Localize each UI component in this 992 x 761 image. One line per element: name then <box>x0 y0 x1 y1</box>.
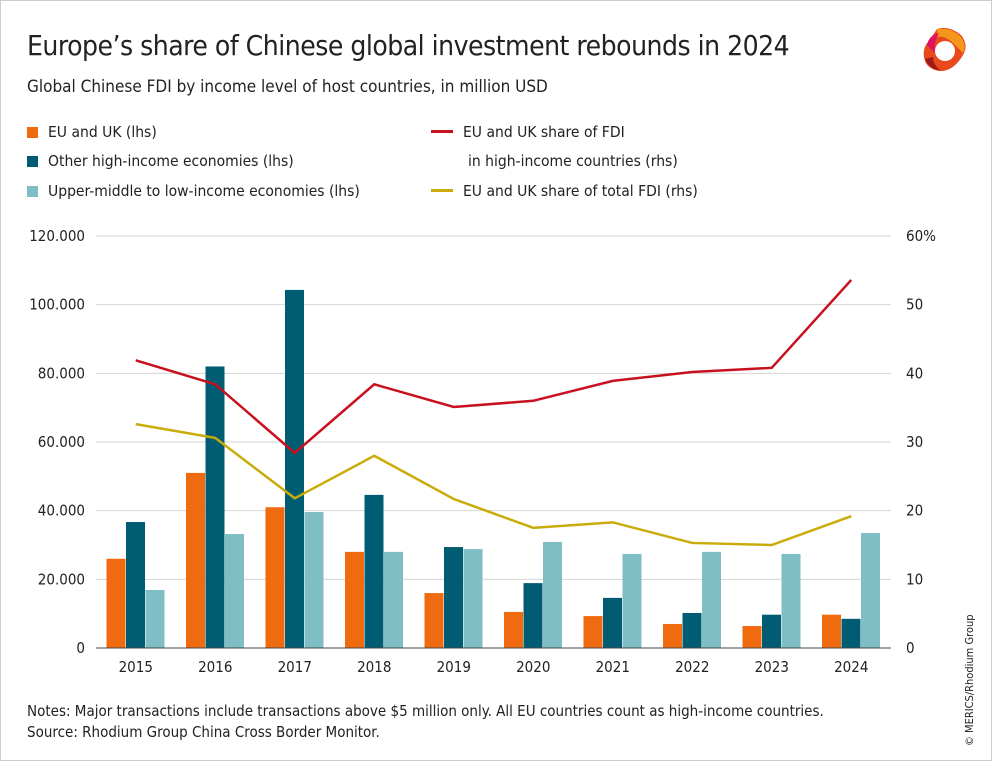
bar-eu-and-uk-lhs--2023 <box>742 626 762 648</box>
bar-upper-middle-to-low-income-economies-lhs--2015 <box>145 589 165 648</box>
bar-other-high-income-economies-lhs--2016 <box>205 366 225 648</box>
line-series-eu-and-uk-share-of-fdi <box>135 279 853 455</box>
bar-other-high-income-economies-lhs--2021 <box>603 597 622 648</box>
legend-item-share-total: EU and UK share of total FDI (rhs) <box>431 182 698 200</box>
y-right-tick-label: 10 <box>906 570 923 588</box>
x-tick-label: 2021 <box>596 658 630 676</box>
bar-eu-and-uk-lhs--2020 <box>504 611 523 648</box>
x-tick-label: 2022 <box>675 658 709 676</box>
bar-eu-and-uk-lhs--2015 <box>106 558 126 648</box>
chart-subtitle: Global Chinese FDI by income level of ho… <box>27 77 548 97</box>
bar-upper-middle-to-low-income-economies-lhs--2020 <box>543 541 562 648</box>
bar-eu-and-uk-lhs--2016 <box>186 472 205 648</box>
bar-other-high-income-economies-lhs--2015 <box>126 521 145 648</box>
legend-swatch <box>27 156 38 167</box>
legend-item-eu-uk: EU and UK (lhs) <box>27 123 157 141</box>
bar-other-high-income-economies-lhs--2018 <box>364 494 384 648</box>
y-right-tick-label: 30 <box>906 433 923 451</box>
y-left-tick-label: 40.000 <box>38 502 85 520</box>
legend-item-share-high-income: EU and UK share of FDI <box>431 123 625 141</box>
y-left-tick-label: 100.000 <box>29 296 85 314</box>
x-tick-label: 2020 <box>516 658 550 676</box>
legend-item-upper-middle-low: Upper-middle to low-income economies (lh… <box>27 182 360 200</box>
y-left-tick-label: 80.000 <box>38 364 85 382</box>
bar-eu-and-uk-lhs--2022 <box>663 623 682 648</box>
legend-label: EU and UK share of total FDI (rhs) <box>463 182 698 200</box>
y-right-tick-label: 0 <box>906 639 915 657</box>
legend-label: Upper-middle to low-income economies (lh… <box>48 182 360 200</box>
bar-upper-middle-to-low-income-economies-lhs--2017 <box>304 512 324 648</box>
bar-other-high-income-economies-lhs--2020 <box>523 583 543 648</box>
y-right-tick-label: 20 <box>906 502 923 520</box>
bar-upper-middle-to-low-income-economies-lhs--2019 <box>463 549 483 648</box>
bar-eu-and-uk-lhs--2017 <box>265 507 285 648</box>
x-tick-label: 2024 <box>834 658 868 676</box>
legend-label: EU and UK (lhs) <box>48 123 157 141</box>
legend-label: EU and UK share of FDI <box>463 123 625 141</box>
legend-item-other-high-income: Other high-income economies (lhs) <box>27 152 294 170</box>
bar-upper-middle-to-low-income-economies-lhs--2022 <box>702 551 721 648</box>
bar-other-high-income-economies-lhs--2024 <box>841 618 861 648</box>
x-tick-label: 2015 <box>119 658 153 676</box>
bar-other-high-income-economies-lhs--2019 <box>444 547 463 648</box>
x-tick-label: 2018 <box>357 658 391 676</box>
line-series-eu-and-uk-share-of-total-fdi-rhs- <box>135 422 852 547</box>
legend-swatch <box>431 130 453 133</box>
x-tick-label: 2016 <box>198 658 232 676</box>
bar-eu-and-uk-lhs--2018 <box>345 551 364 648</box>
bar-other-high-income-economies-lhs--2023 <box>762 614 781 648</box>
legend-swatch <box>27 186 38 197</box>
chart-title: Europe’s share of Chinese global investm… <box>27 29 790 62</box>
y-right-tick-label: 40 <box>906 364 923 382</box>
y-left-tick-label: 120.000 <box>29 227 85 245</box>
source-text: Source: Rhodium Group China Cross Border… <box>27 723 380 741</box>
bar-upper-middle-to-low-income-economies-lhs--2018 <box>384 551 403 648</box>
bar-other-high-income-economies-lhs--2017 <box>285 289 304 648</box>
y-left-tick-label: 60.000 <box>38 433 85 451</box>
y-right-tick-label: 50 <box>906 296 923 314</box>
y-right-tick-label: 60% <box>906 227 936 245</box>
y-left-tick-label: 20.000 <box>38 570 85 588</box>
bar-upper-middle-to-low-income-economies-lhs--2016 <box>225 534 244 648</box>
x-tick-label: 2017 <box>278 658 312 676</box>
notes-text: Notes: Major transactions include transa… <box>27 702 824 720</box>
bar-eu-and-uk-lhs--2024 <box>822 614 841 648</box>
credit: © MERICS/Rhodium Group <box>963 614 976 746</box>
bar-eu-and-uk-lhs--2021 <box>583 616 603 648</box>
bar-upper-middle-to-low-income-economies-lhs--2024 <box>861 532 880 648</box>
legend-label: Other high-income economies (lhs) <box>48 152 294 170</box>
legend-label-line2: in high-income countries (rhs) <box>468 152 678 170</box>
x-tick-label: 2019 <box>437 658 471 676</box>
y-left-tick-label: 0 <box>76 639 85 657</box>
merics-ribbon-logo <box>923 27 966 71</box>
x-tick-label: 2023 <box>755 658 789 676</box>
notes: Notes: Major transactions include transa… <box>27 701 824 743</box>
bar-eu-and-uk-lhs--2019 <box>424 593 444 648</box>
legend-swatch <box>431 189 453 192</box>
legend-swatch <box>27 127 38 138</box>
bar-other-high-income-economies-lhs--2022 <box>682 612 702 648</box>
bar-upper-middle-to-low-income-economies-lhs--2023 <box>781 553 801 648</box>
bar-upper-middle-to-low-income-economies-lhs--2021 <box>622 553 642 648</box>
